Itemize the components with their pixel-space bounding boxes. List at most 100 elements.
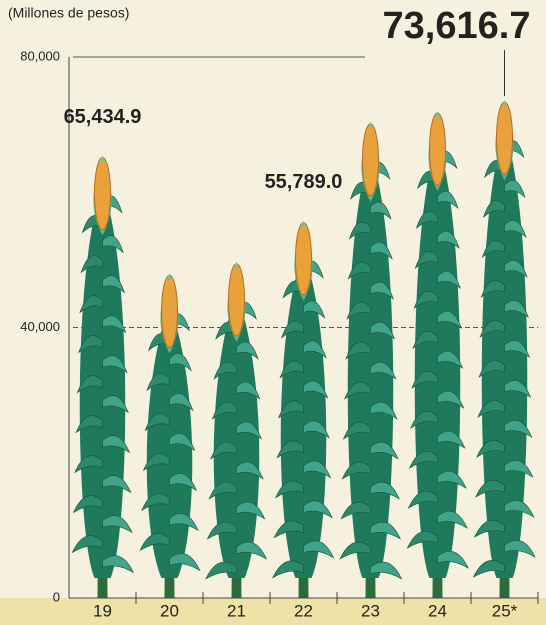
leaf [236,341,259,360]
leaf [102,435,131,454]
leaf [414,250,438,269]
leaf [102,555,135,574]
y-tick-label: 40,000 [20,319,60,334]
leaf [437,350,464,369]
leaf [504,219,527,239]
body [280,250,327,579]
leaf [236,541,268,560]
leaf [146,373,170,392]
leaf [206,521,237,540]
leaf [370,561,403,580]
leaf [144,413,170,432]
leaf [341,461,371,480]
leaf [169,553,201,572]
leaf [504,459,534,478]
leaf [272,560,304,579]
corn-plant [71,155,135,598]
tassel [434,111,441,118]
leaf [477,399,505,418]
cob [362,123,379,197]
x-tick-label: 23 [361,601,380,620]
leaf [169,393,194,412]
leaf [370,321,396,340]
value-label: 55,789.0 [265,171,343,193]
cob [295,222,312,296]
leaf [303,300,326,319]
corn-plant [139,273,201,598]
leaf [437,510,468,529]
leaf [482,199,505,219]
leaf [437,270,461,289]
ground-band [0,598,546,625]
leaf [474,479,505,498]
leaf [71,535,103,554]
leaf [481,239,505,259]
leaf [102,515,133,534]
leaf [408,450,438,469]
leaf [75,415,103,434]
leaf [412,330,438,349]
leaf [102,475,132,494]
leaf [276,440,304,459]
x-tick-label: 19 [93,601,112,620]
leaf [345,341,371,360]
leaf [504,179,526,199]
leaf [370,481,400,500]
leaf [80,255,103,274]
x-tick-label: 22 [294,601,313,620]
leaf [102,355,128,374]
leaf [236,461,264,480]
leaf [348,221,371,240]
leaf [303,380,329,399]
leaf [342,421,371,440]
leaf [303,540,335,559]
leaf [347,261,371,280]
tassel [99,155,106,162]
leaf [413,290,438,309]
corn-plant [472,100,536,599]
leaf [411,370,438,389]
leaf [274,480,304,499]
leaf [78,335,103,354]
leaf [476,439,505,458]
leaf [303,500,333,519]
leaf [437,230,460,250]
leaf [213,361,237,380]
leaf [480,279,505,299]
leaf [504,339,531,359]
leaf [236,381,261,400]
leaf [79,295,103,314]
leaf [340,501,371,520]
leaf [76,375,103,394]
leaf [504,419,533,438]
leaf [410,410,438,429]
leaf [504,299,529,319]
leaf [141,493,170,512]
leaf [102,395,129,414]
leaf [205,561,237,580]
leaf [303,460,332,479]
tassel [501,100,508,107]
leaf [473,519,505,538]
leaf [169,433,196,452]
leaf [437,430,466,449]
leaf [370,201,392,220]
corn-plant [272,220,335,598]
leaf [72,495,103,514]
leaf [472,559,505,578]
leaf [504,539,536,558]
corn-plant [406,111,469,598]
leaf [339,541,371,560]
leaf [504,259,528,279]
leaf [415,210,438,230]
x-tick-label: 24 [428,601,447,620]
leaf [236,421,263,440]
leaf [211,401,237,420]
y-tick-label: 0 [53,589,60,604]
leaf [346,301,371,320]
leaf [504,379,532,398]
leaf [142,453,170,472]
leaf [273,520,304,539]
